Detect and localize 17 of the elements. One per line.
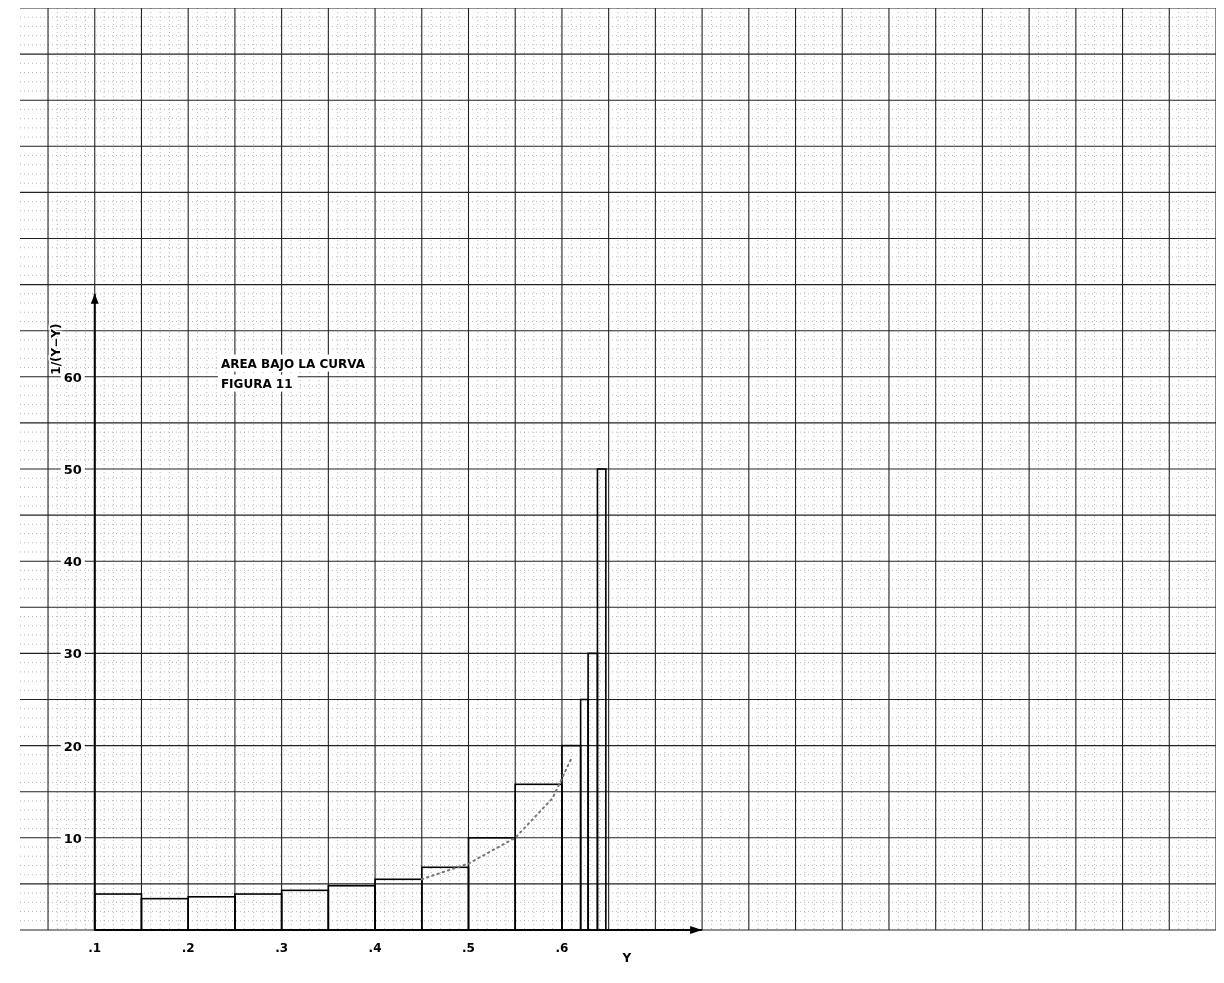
y-tick-label: 20 [63, 738, 82, 754]
annotation: FIGURA 11 [220, 376, 293, 391]
x-tick-label: .1 [88, 941, 102, 955]
annotation: AREA BAJO LA CURVA [220, 356, 366, 371]
x-tick-label: .3 [275, 941, 289, 955]
y-tick-label: 30 [63, 646, 82, 662]
y-tick-label: 60 [63, 369, 82, 385]
y-tick-label: 10 [63, 830, 82, 846]
x-tick-label: .2 [181, 941, 195, 955]
y-tick-label: 40 [63, 554, 82, 570]
x-tick-label: .5 [462, 941, 475, 955]
line-series [420, 757, 573, 881]
x-tick-label: .6 [555, 941, 569, 955]
x-axis-title: Y [621, 951, 632, 965]
x-tick-label: .4 [368, 941, 382, 955]
y-axis-title: 1/(Y−Y) [48, 323, 63, 375]
y-tick-label: 50 [63, 462, 82, 477]
